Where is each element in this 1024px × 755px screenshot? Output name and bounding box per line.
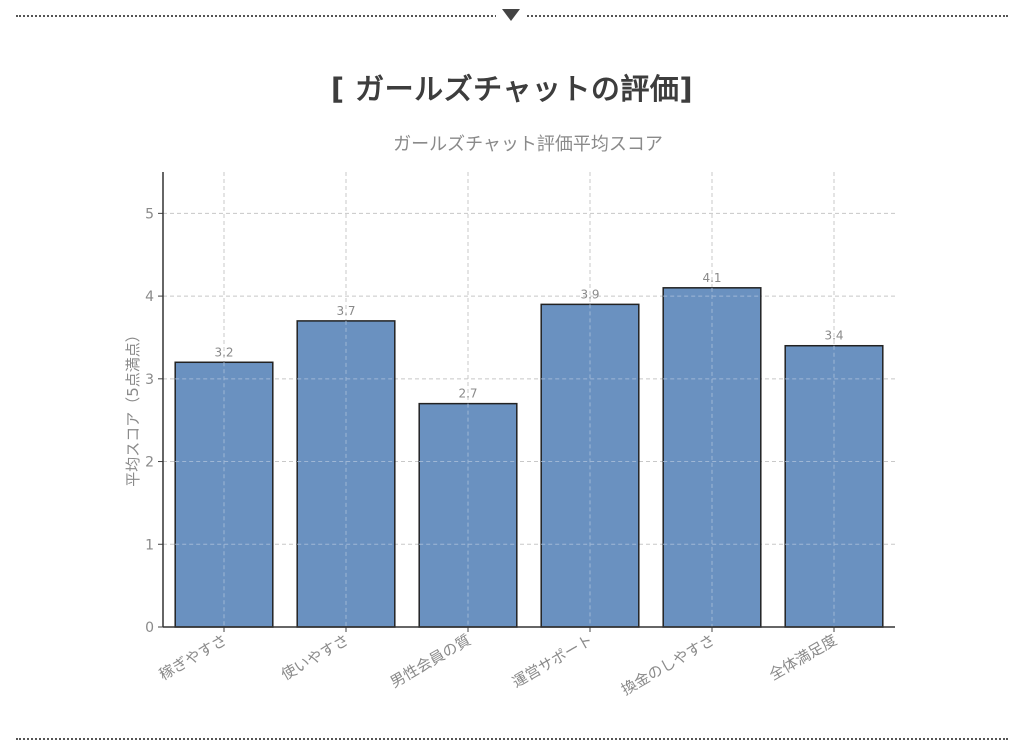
x-tick-label-3: 男性会員の質 (387, 631, 474, 692)
data-label-1: 3.2 (214, 345, 233, 359)
data-label-2: 3.7 (336, 304, 355, 318)
y-tick-label: 1 (145, 537, 154, 553)
y-tick-label: 2 (145, 455, 154, 471)
axes (158, 172, 895, 632)
y-tick-label: 3 (145, 372, 154, 388)
data-label-5: 4.1 (702, 271, 721, 285)
y-tick-label: 5 (145, 206, 154, 222)
x-tick-label-2: 使いやすさ (278, 631, 352, 684)
data-label-4: 3.9 (580, 287, 599, 301)
x-tick-label-4: 運営サポート (509, 631, 596, 692)
y-axis-label: 平均スコア（5点満点） (124, 327, 142, 487)
x-tick-label-6: 全体満足度 (766, 631, 840, 684)
section-heading: [ ガールズチャットの評価] (330, 72, 694, 106)
bar-chart: ガールズチャット評価平均スコア 0 1 2 3 4 5 3.2 稼ぎやすさ 3.7 使いやすさ 2.… (124, 134, 895, 699)
bars (174, 287, 884, 628)
y-tick-label: 0 (145, 620, 154, 636)
x-tick-label-5: 換金のしやすさ (618, 631, 718, 699)
y-tick-label: 4 (145, 289, 154, 305)
x-tick-label-1: 稼ぎやすさ (156, 631, 230, 684)
down-arrow-icon (502, 9, 520, 21)
data-label-3: 2.7 (458, 387, 477, 401)
bottom-divider (16, 738, 1008, 740)
data-label-6: 3.4 (824, 329, 843, 343)
chart-title: ガールズチャット評価平均スコア (393, 134, 663, 155)
